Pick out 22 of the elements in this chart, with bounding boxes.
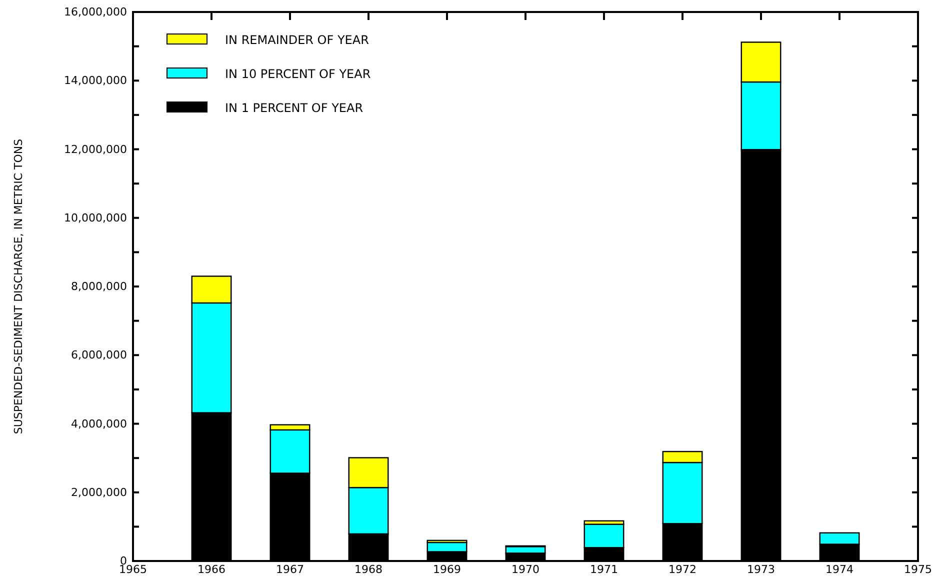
y-tick-label: 10,000,000: [64, 211, 127, 224]
x-tick-label: 1973: [747, 562, 775, 576]
y-tick-label: 4,000,000: [71, 417, 127, 430]
y-tick-label: 12,000,000: [64, 142, 127, 156]
x-tick-label: 1974: [826, 562, 854, 576]
x-tick-label: 1968: [354, 562, 382, 576]
legend-label: IN 10 PERCENT OF YEAR: [225, 67, 371, 81]
y-tick-label: 8,000,000: [71, 280, 127, 294]
y-axis-title: SUSPENDED-SEDIMENT DISCHARGE, IN METRIC TONS: [12, 138, 25, 434]
y-tick-label: 16,000,000: [64, 6, 127, 19]
y-tick-label: 14,000,000: [64, 74, 127, 88]
legend-label: IN 1 PERCENT OF YEAR: [225, 101, 364, 115]
x-tick-label: 1971: [590, 562, 618, 576]
x-tick-label: 1970: [512, 562, 540, 576]
x-tick-label: 1966: [198, 562, 226, 576]
legend-label: IN REMAINDER OF YEAR: [225, 33, 369, 47]
x-tick-label: 1967: [276, 562, 304, 576]
y-tick-label: 6,000,000: [71, 348, 127, 362]
y-tick-label: 2,000,000: [71, 486, 127, 499]
x-tick-label: 1969: [433, 562, 461, 576]
x-tick-label: 1972: [668, 562, 696, 576]
x-tick-label: 1975: [904, 562, 932, 576]
